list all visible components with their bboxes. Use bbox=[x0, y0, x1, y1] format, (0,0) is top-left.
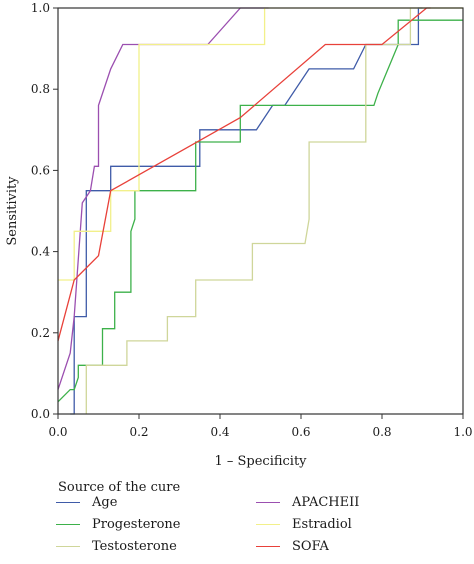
legend-item-progesterone: Progesterone bbox=[56, 515, 181, 533]
legend-label: Testosterone bbox=[92, 538, 177, 554]
legend-label: SOFA bbox=[292, 538, 329, 554]
plot-lines bbox=[57, 7, 463, 415]
x-axis-title: 1 – Specificity bbox=[214, 454, 307, 469]
roc-chart: 0.0 0.2 0.4 0.6 0.8 1.0 0.0 0.2 0.4 0.6 0.8 1.0 1 … bbox=[5, 1, 473, 469]
series-line-progesterone bbox=[57, 19, 463, 403]
y-tick-label: 1.0 bbox=[31, 1, 50, 15]
legend-label: Age bbox=[92, 494, 118, 510]
legend-swatch bbox=[56, 501, 80, 503]
x-tick-label: 0.6 bbox=[291, 425, 310, 439]
series-line-age bbox=[70, 7, 423, 415]
legend-item-apacheii: APACHEII bbox=[256, 493, 359, 511]
x-tick-label: 0.2 bbox=[129, 425, 148, 439]
legend-swatch bbox=[256, 545, 280, 547]
legend-item-testosterone: Testosterone bbox=[56, 537, 177, 555]
y-tick-label: 0.2 bbox=[31, 326, 50, 340]
legend-label: Estradiol bbox=[292, 516, 352, 532]
series-line-testosterone bbox=[85, 7, 463, 414]
legend-swatch bbox=[256, 501, 280, 503]
y-tick-label: 0.6 bbox=[31, 163, 50, 177]
legend-item-age: Age bbox=[56, 493, 117, 511]
legend-label: APACHEII bbox=[292, 494, 360, 510]
legend-swatch bbox=[56, 523, 80, 525]
y-tick-label: 0.8 bbox=[31, 82, 50, 96]
x-tick-label: 1.0 bbox=[453, 425, 472, 439]
x-tick-label: 0.0 bbox=[48, 425, 67, 439]
y-tick-label: 0.4 bbox=[31, 245, 50, 259]
legend-label: Progesterone bbox=[92, 516, 181, 532]
x-tick-label: 0.8 bbox=[372, 425, 391, 439]
legend-title: Source of the cure bbox=[58, 480, 181, 495]
x-tick-label: 0.4 bbox=[210, 425, 229, 439]
legend-item-sofa: SOFA bbox=[256, 537, 329, 555]
y-axis: 0.0 0.2 0.4 0.6 0.8 1.0 bbox=[31, 1, 58, 421]
legend-swatch bbox=[56, 545, 80, 547]
legend-swatch bbox=[256, 523, 280, 525]
series-line-estradiol bbox=[58, 7, 463, 281]
legend-item-estradiol: Estradiol bbox=[256, 515, 352, 533]
x-axis: 0.0 0.2 0.4 0.6 0.8 1.0 bbox=[48, 414, 473, 439]
series-line-sofa bbox=[57, 7, 431, 342]
y-axis-title: Sensitivity bbox=[5, 176, 20, 246]
legend: Source of the cure Age Progesterone Testos… bbox=[50, 480, 474, 564]
plot-frame bbox=[57, 7, 464, 415]
y-tick-label: 0.0 bbox=[31, 407, 50, 421]
series-line-apacheii bbox=[57, 7, 269, 390]
